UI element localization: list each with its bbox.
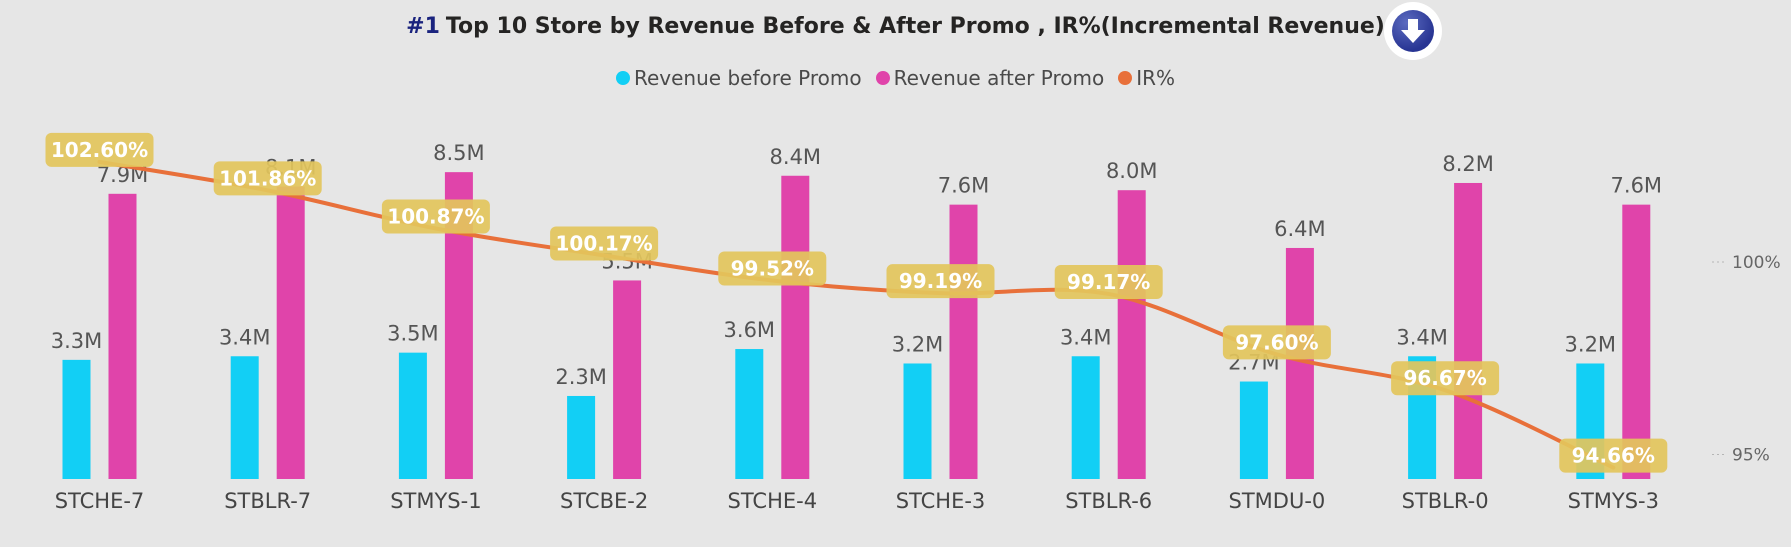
bar-after-STBLR-6[interactable] [1117, 190, 1146, 479]
bar-before-STCHE-3[interactable] [903, 363, 932, 479]
ir-label-box-STCHE-7 [45, 132, 154, 167]
ir-label-box-STBLR-7 [213, 161, 322, 196]
data-label-after-STMYS-1: 8.5M [433, 141, 485, 165]
bar-after-STCHE-3[interactable] [949, 204, 978, 479]
data-label-after-STCHE-4: 8.4M [770, 145, 822, 169]
data-label-before-STBLR-7: 3.4M [219, 325, 271, 349]
ir-label-STCHE-7: 102.60% [51, 138, 148, 162]
ir-label-box-STCHE-3 [886, 264, 995, 299]
ir-label-box-STBLR-0 [1391, 361, 1500, 396]
legend: Revenue before Promo Revenue after Promo… [0, 66, 1791, 90]
ir-label-STCHE-3: 99.19% [899, 269, 982, 293]
category-label-STMYS-3: STMYS-3 [1568, 489, 1659, 513]
data-label-before-STCBE-2: 2.3M [555, 365, 607, 389]
legend-label-before: Revenue before Promo [633, 66, 862, 90]
bar-after-STCBE-2[interactable] [613, 280, 642, 479]
data-label-after-STMDU-0: 6.4M [1274, 217, 1326, 241]
ir-label-box-STMYS-3 [1559, 438, 1668, 473]
data-label-after-STCHE-3: 7.6M [938, 174, 990, 198]
ir-label-STCHE-4: 99.52% [731, 256, 814, 280]
legend-label-ir: IR% [1136, 66, 1176, 90]
bar-after-STCHE-4[interactable] [781, 175, 810, 479]
category-label-STCHE-3: STCHE-3 [896, 489, 986, 513]
arrow-down-circle-icon [1392, 10, 1434, 52]
legend-dot-before [615, 71, 630, 85]
data-label-before-STMYS-1: 3.5M [387, 322, 439, 346]
category-label-STCBE-2: STCBE-2 [560, 489, 648, 513]
secondary-axis-label-100: 100% [1732, 253, 1781, 273]
ir-label-box-STCHE-4 [718, 251, 827, 286]
category-label-STBLR-6: STBLR-6 [1065, 489, 1152, 513]
bar-before-STCBE-2[interactable] [567, 395, 596, 479]
ir-label-STBLR-0: 96.67% [1403, 366, 1486, 390]
ir-label-STMYS-3: 94.66% [1572, 444, 1655, 468]
legend-item-before[interactable]: Revenue before Promo [615, 66, 862, 90]
data-label-before-STCHE-4: 3.6M [724, 318, 776, 342]
secondary-axis-label-95: 95% [1732, 446, 1770, 466]
data-label-before-STBLR-0: 3.4M [1396, 325, 1448, 349]
ir-label-STMDU-0: 97.60% [1235, 330, 1318, 354]
data-label-after-STMYS-3: 7.6M [1611, 174, 1663, 198]
data-label-after-STBLR-0: 8.2M [1442, 152, 1494, 176]
bar-before-STBLR-6[interactable] [1071, 356, 1100, 479]
bar-before-STMYS-1[interactable] [398, 352, 427, 479]
data-label-before-STCHE-3: 3.2M [892, 332, 944, 356]
bar-after-STMYS-3[interactable] [1622, 204, 1651, 479]
title-number: #1 [406, 14, 440, 39]
drilldown-button[interactable] [1384, 2, 1442, 60]
ir-label-STBLR-6: 99.17% [1067, 270, 1150, 294]
category-label-STBLR-0: STBLR-0 [1402, 489, 1489, 513]
ir-label-STCBE-2: 100.17% [555, 231, 652, 255]
ir-line [97, 159, 1616, 470]
data-label-before-STMYS-3: 3.2M [1565, 332, 1617, 356]
legend-item-ir[interactable]: IR% [1118, 66, 1175, 90]
bar-after-STCHE-7[interactable] [108, 193, 137, 479]
bar-after-STBLR-7[interactable] [276, 186, 305, 479]
bar-after-STBLR-0[interactable] [1454, 182, 1483, 480]
category-label-STCHE-4: STCHE-4 [728, 489, 818, 513]
bar-before-STCHE-4[interactable] [735, 349, 764, 479]
legend-item-after[interactable]: Revenue after Promo [875, 66, 1105, 90]
category-label-STCHE-7: STCHE-7 [55, 489, 145, 513]
bar-before-STBLR-7[interactable] [230, 356, 259, 479]
data-label-before-STBLR-6: 3.4M [1060, 325, 1112, 349]
ir-label-box-STMYS-1 [381, 199, 490, 234]
legend-dot-after [875, 71, 890, 85]
category-label-STMDU-0: STMDU-0 [1229, 489, 1326, 513]
data-label-after-STBLR-6: 8.0M [1106, 159, 1158, 183]
chart-title: #1 Top 10 Store by Revenue Before & After… [0, 12, 1791, 42]
data-label-before-STCHE-7: 3.3M [51, 329, 103, 353]
legend-dot-ir [1118, 71, 1133, 85]
ir-label-box-STBLR-6 [1054, 264, 1163, 299]
bar-before-STCHE-7[interactable] [62, 359, 91, 479]
bar-before-STMDU-0[interactable] [1239, 381, 1268, 479]
ir-label-STMYS-1: 100.87% [387, 205, 484, 229]
title-text: Top 10 Store by Revenue Before & After P… [445, 14, 1385, 39]
category-label-STBLR-7: STBLR-7 [224, 489, 311, 513]
ir-label-STBLR-7: 101.86% [219, 166, 316, 190]
category-label-STMYS-1: STMYS-1 [390, 489, 481, 513]
ir-label-box-STMDU-0 [1222, 325, 1331, 360]
legend-label-after: Revenue after Promo [893, 66, 1105, 90]
ir-label-box-STCBE-2 [550, 226, 659, 261]
